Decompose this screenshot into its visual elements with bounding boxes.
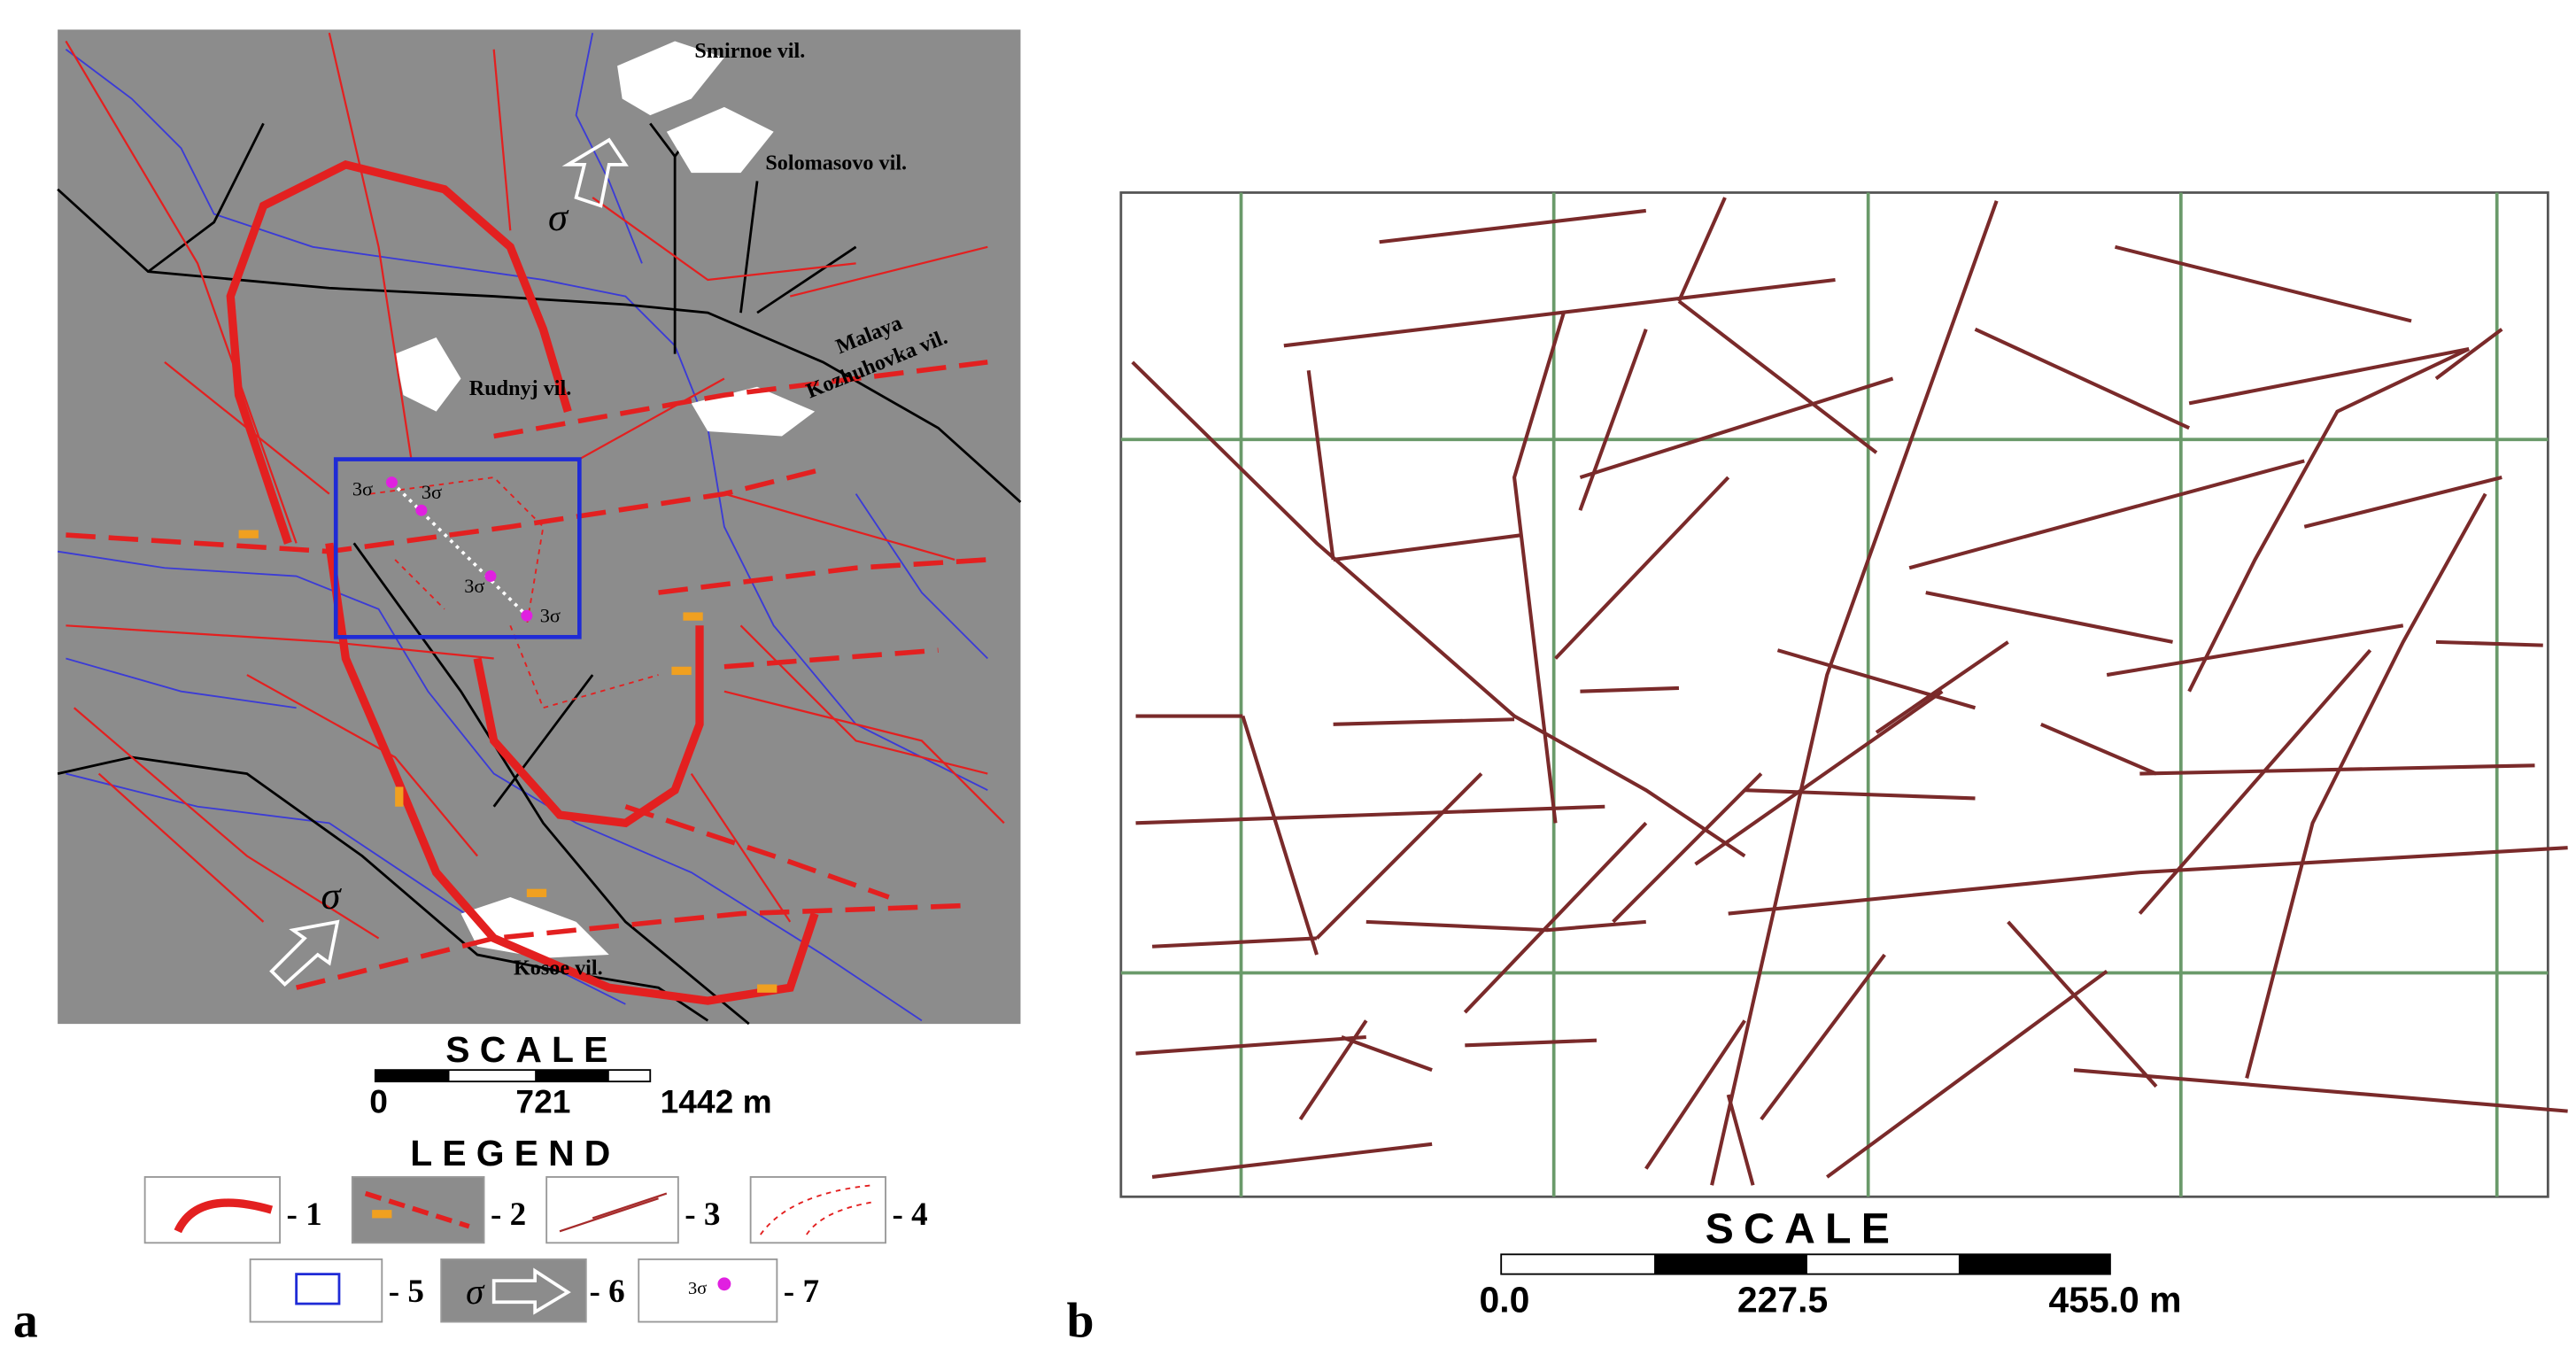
point-label: 3σ	[422, 481, 442, 503]
legend-item: - 6	[589, 1274, 624, 1310]
stress-symbol: σ	[548, 195, 569, 239]
place-label: Rudnyj vil.	[469, 376, 571, 400]
legend-item: - 5	[389, 1274, 424, 1310]
point-label: 3σ	[464, 575, 484, 597]
place-label: Solomasovo vil.	[765, 151, 907, 174]
place-label: Kosoe vil.	[514, 956, 603, 980]
scale-label: 455.0 m	[2048, 1279, 2181, 1320]
legend-symbol: σ	[466, 1272, 485, 1312]
place-label: Smirnoe vil.	[694, 39, 805, 63]
legend-item: - 2	[491, 1196, 526, 1233]
scale-label: 1442 m	[661, 1082, 772, 1119]
scale-title: SCALE	[445, 1029, 617, 1070]
panel-label: a	[13, 1293, 38, 1348]
legend-item: - 1	[286, 1196, 321, 1233]
scale-label: 0	[369, 1082, 388, 1119]
legend-item: - 4	[892, 1196, 927, 1233]
point-label: 3σ	[352, 477, 373, 500]
panel-a-scale: SCALE 0 721 1442 m	[369, 1029, 771, 1120]
panel-b-map	[1119, 191, 2568, 1198]
panel-a-legend: LEGEND σ 3σ - 1 - 2 - 3 - 4 - 5 - 6 - 7 …	[13, 1133, 928, 1348]
legend-item: - 7	[784, 1274, 819, 1310]
panel-label: b	[1067, 1293, 1095, 1348]
scale-label: 721	[515, 1082, 570, 1119]
scale-title: SCALE	[1706, 1204, 1900, 1252]
legend-title: LEGEND	[410, 1133, 620, 1173]
legend-symbol: 3σ	[688, 1279, 707, 1298]
point-label: 3σ	[540, 605, 561, 627]
panel-a-map: 3σ 3σ 3σ 3σ Smirnoe vil. Solomasovo vil.…	[57, 29, 1022, 1026]
legend-item: - 3	[685, 1196, 720, 1233]
stress-symbol: σ	[321, 873, 343, 918]
scale-label: 0.0	[1480, 1279, 1530, 1320]
panel-b-scale: SCALE 0.0 227.5 455.0 m b	[1067, 1204, 2182, 1348]
scale-label: 227.5	[1737, 1279, 1828, 1320]
